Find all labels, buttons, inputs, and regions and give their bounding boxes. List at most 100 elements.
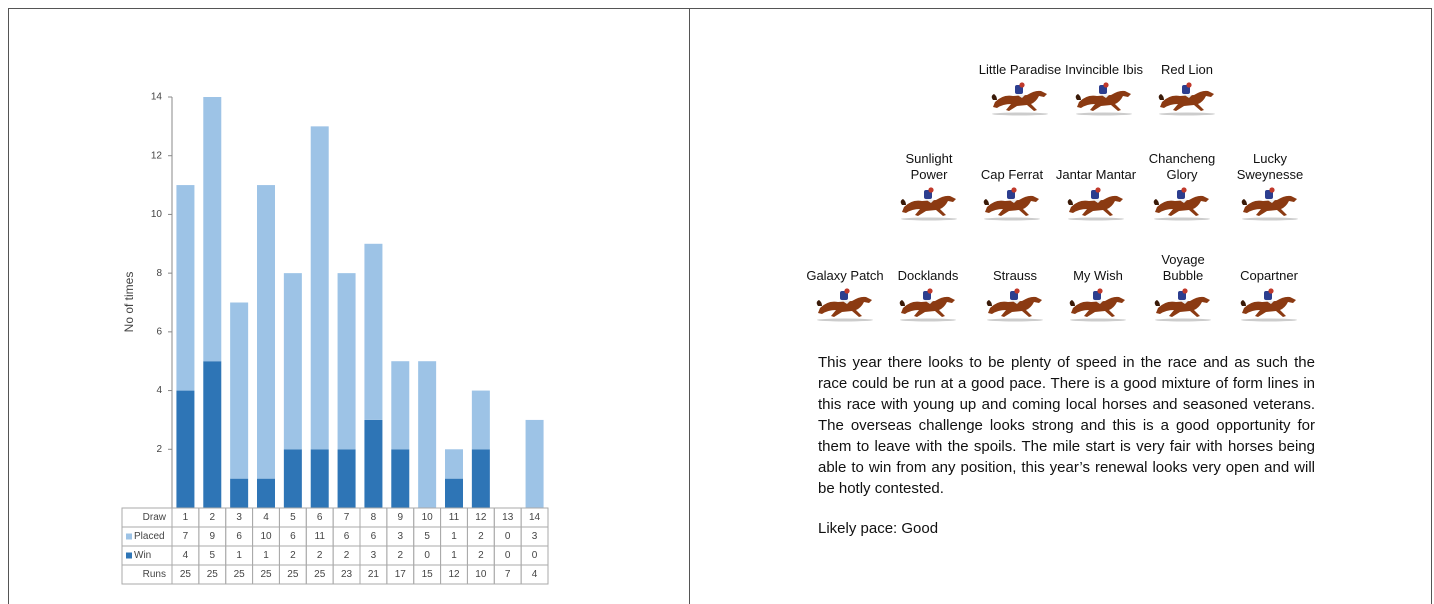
table-value: 7 xyxy=(344,512,350,523)
y-tick-label: 2 xyxy=(156,444,162,455)
table-value: 5 xyxy=(424,531,430,542)
table-value: 17 xyxy=(395,569,407,580)
horse-icon xyxy=(989,82,1051,116)
horse: Invincible Ibis xyxy=(1061,42,1147,116)
horse: Jantar Mantar xyxy=(1053,147,1139,221)
bar-segment xyxy=(284,273,302,449)
table-value: 2 xyxy=(398,550,404,561)
table-value: 3 xyxy=(371,550,377,561)
bar-segment xyxy=(230,479,248,508)
bar-segment xyxy=(230,303,248,479)
table-value: 15 xyxy=(422,569,434,580)
horse-icon xyxy=(984,288,1046,322)
table-value: 7 xyxy=(183,531,189,542)
table-value: 9 xyxy=(210,531,216,542)
table-value: 9 xyxy=(398,512,404,523)
table-value: 13 xyxy=(502,512,514,523)
bar-segment xyxy=(391,361,409,449)
bar-segment xyxy=(338,273,356,449)
horse-icon xyxy=(1238,288,1300,322)
horse-name: Little Paradise xyxy=(977,42,1063,78)
table-value: 2 xyxy=(478,531,484,542)
horse-name: Sunlight Power xyxy=(886,147,972,183)
table-value: 8 xyxy=(371,512,377,523)
bar-segment xyxy=(391,449,409,508)
table-value: 0 xyxy=(532,550,538,561)
horse: Chancheng Glory xyxy=(1139,147,1225,221)
y-tick-label: 4 xyxy=(156,385,162,396)
y-tick-label: 6 xyxy=(156,326,162,337)
horse-name: Cap Ferrat xyxy=(969,147,1055,183)
table-value: 7 xyxy=(505,569,511,580)
horse: Lucky Sweynesse xyxy=(1227,147,1313,221)
y-tick-label: 14 xyxy=(151,92,163,103)
table-value: 4 xyxy=(263,512,269,523)
horse: Strauss xyxy=(972,248,1058,322)
horse-name: Red Lion xyxy=(1144,42,1230,78)
legend-swatch xyxy=(126,534,132,540)
horse-icon xyxy=(1067,288,1129,322)
table-value: 1 xyxy=(451,531,457,542)
table-value: 4 xyxy=(183,550,189,561)
table-value: 3 xyxy=(236,512,242,523)
bar-segment xyxy=(311,449,329,508)
bar-segment xyxy=(526,420,544,508)
table-value: 10 xyxy=(475,569,487,580)
y-axis-label: No of times xyxy=(122,272,136,333)
table-value: 25 xyxy=(234,569,246,580)
table-value: 25 xyxy=(314,569,326,580)
table-value: 23 xyxy=(341,569,353,580)
divider xyxy=(689,8,690,604)
bar-segment xyxy=(472,391,490,450)
horse-icon xyxy=(1073,82,1135,116)
table-value: 2 xyxy=(344,550,350,561)
table-value: 25 xyxy=(180,569,192,580)
horse: Docklands xyxy=(885,248,971,322)
horse-name: My Wish xyxy=(1055,248,1141,284)
bar-segment xyxy=(338,449,356,508)
bar-segment xyxy=(284,449,302,508)
table-value: 11 xyxy=(315,531,326,542)
table-value: 11 xyxy=(449,512,460,523)
bar-segment xyxy=(203,361,221,508)
horse-icon xyxy=(1065,187,1127,221)
horse-icon xyxy=(897,288,959,322)
horse-name: Strauss xyxy=(972,248,1058,284)
table-value: 3 xyxy=(398,531,404,542)
horse: Little Paradise xyxy=(977,42,1063,116)
table-value: 14 xyxy=(529,512,541,523)
horse: Galaxy Patch xyxy=(802,248,888,322)
bar-segment xyxy=(311,126,329,449)
commentary: This year there looks to be plenty of sp… xyxy=(818,352,1315,499)
bar-segment xyxy=(176,185,194,390)
horse-icon xyxy=(981,187,1043,221)
horse-name: Invincible Ibis xyxy=(1061,42,1147,78)
table-value: 6 xyxy=(344,531,350,542)
table-value: 25 xyxy=(260,569,272,580)
page: No of times 2468101214Draw12345678910111… xyxy=(0,0,1434,604)
table-value: 1 xyxy=(451,550,457,561)
table-value: 6 xyxy=(371,531,377,542)
row-label: Draw xyxy=(143,512,167,523)
table-value: 2 xyxy=(478,550,484,561)
horse: Red Lion xyxy=(1144,42,1230,116)
horse: Voyage Bubble xyxy=(1140,248,1226,322)
horse-icon xyxy=(898,187,960,221)
table-value: 2 xyxy=(317,550,323,561)
horse-name: Galaxy Patch xyxy=(802,248,888,284)
table-value: 25 xyxy=(207,569,219,580)
horse-icon xyxy=(814,288,876,322)
bar-segment xyxy=(445,479,463,508)
table-value: 4 xyxy=(532,569,538,580)
table-value: 25 xyxy=(287,569,299,580)
table-value: 2 xyxy=(210,512,216,523)
table-value: 12 xyxy=(448,569,460,580)
legend-label: Placed xyxy=(134,531,165,542)
horse-name: Copartner xyxy=(1226,248,1312,284)
table-value: 1 xyxy=(236,550,242,561)
table-value: 1 xyxy=(263,550,269,561)
bar-segment xyxy=(176,391,194,508)
table-value: 6 xyxy=(236,531,242,542)
bar-segment xyxy=(257,479,275,508)
